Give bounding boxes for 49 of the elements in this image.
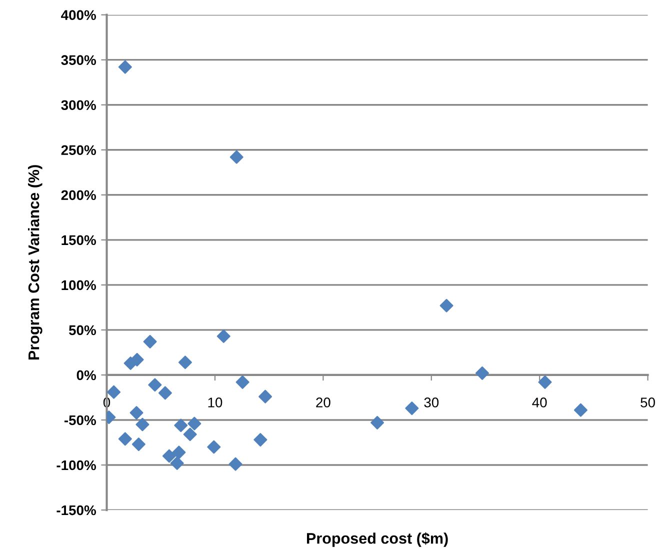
point bbox=[538, 375, 552, 389]
point bbox=[574, 403, 588, 417]
point bbox=[130, 352, 144, 366]
point bbox=[228, 457, 242, 471]
point bbox=[172, 446, 186, 460]
point bbox=[188, 416, 202, 430]
point bbox=[440, 298, 454, 312]
x-tick-label: 50 bbox=[640, 398, 655, 408]
y-tick-label: 150% bbox=[62, 235, 96, 246]
y-tick-label: 200% bbox=[61, 190, 96, 200]
y-tick-label: 100% bbox=[62, 280, 96, 290]
y-tick-label: -50% bbox=[64, 415, 96, 426]
point bbox=[183, 428, 197, 442]
point bbox=[178, 356, 192, 370]
point bbox=[158, 386, 172, 400]
point bbox=[107, 385, 121, 399]
y-tick-label: -150% bbox=[56, 505, 96, 516]
point bbox=[118, 432, 132, 446]
point bbox=[230, 150, 244, 164]
y-tick-label: 300% bbox=[61, 100, 96, 110]
point bbox=[174, 418, 188, 432]
point bbox=[236, 375, 250, 389]
x-tick-label: 20 bbox=[316, 398, 330, 408]
point bbox=[162, 449, 176, 463]
point bbox=[148, 378, 162, 392]
point bbox=[475, 366, 489, 380]
point bbox=[258, 390, 272, 404]
y-tick-label: 400% bbox=[61, 10, 96, 20]
point bbox=[207, 440, 221, 454]
y-axis-title: Program Cost Variance (%) bbox=[28, 165, 42, 360]
point bbox=[136, 418, 150, 432]
x-tick-label: 30 bbox=[424, 398, 439, 408]
y-tick-label: 50% bbox=[68, 325, 96, 336]
point bbox=[216, 330, 230, 343]
x-tick-label: 40 bbox=[532, 398, 547, 408]
point bbox=[370, 416, 384, 430]
y-tick-label: 250% bbox=[61, 145, 96, 156]
y-tick-label: 0% bbox=[76, 370, 96, 380]
point bbox=[254, 433, 268, 447]
x-axis-title: Proposed cost ($m) bbox=[306, 532, 448, 547]
point bbox=[170, 456, 184, 470]
point bbox=[132, 438, 146, 452]
y-tick-label: 350% bbox=[61, 55, 96, 66]
y-tick-label: -100% bbox=[56, 460, 96, 470]
point bbox=[143, 334, 157, 348]
point bbox=[405, 402, 419, 416]
x-tick-label: 10 bbox=[208, 398, 222, 408]
point bbox=[118, 60, 132, 74]
point bbox=[130, 406, 144, 420]
